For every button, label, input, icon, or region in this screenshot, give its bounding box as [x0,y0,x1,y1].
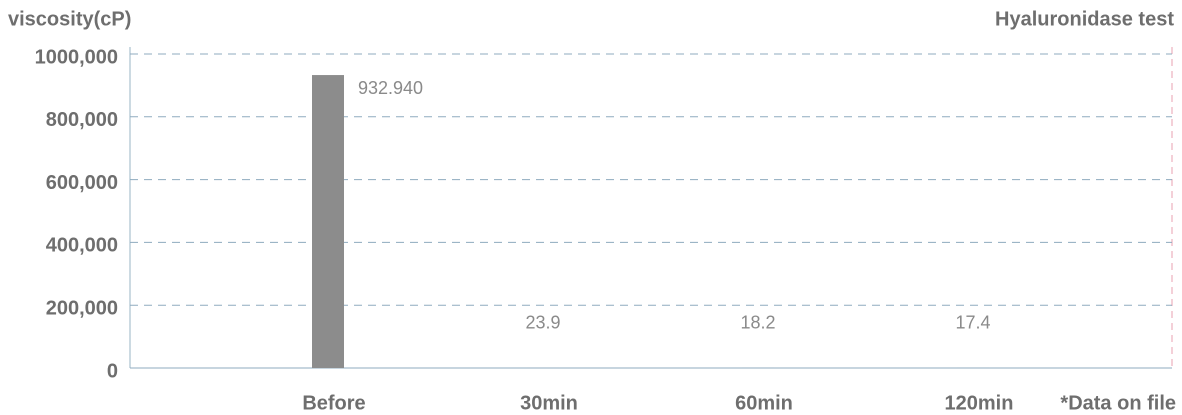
value-label: 18.2 [740,313,775,333]
y-tick-label: 600,000 [46,172,118,194]
bar [312,75,344,369]
x-tick-label: 120min [945,392,1014,414]
y-tick-label: 800,000 [46,109,118,131]
x-tick-label: Before [302,392,365,414]
x-tick-label: 30min [520,392,578,414]
y-tick-label: 0 [107,360,118,382]
value-label: 932.940 [358,78,423,98]
y-tick-label: 400,000 [46,235,118,257]
y-axis-label: viscosity(cP) [8,8,131,30]
note: *Data on file [1060,392,1176,414]
chart-title: Hyaluronidase test [995,8,1174,30]
value-label: 17.4 [955,313,990,333]
y-tick-label: 1000,000 [35,46,118,68]
x-tick-label: 60min [735,392,793,414]
y-tick-label: 200,000 [46,297,118,319]
value-label: 23.9 [525,313,560,333]
